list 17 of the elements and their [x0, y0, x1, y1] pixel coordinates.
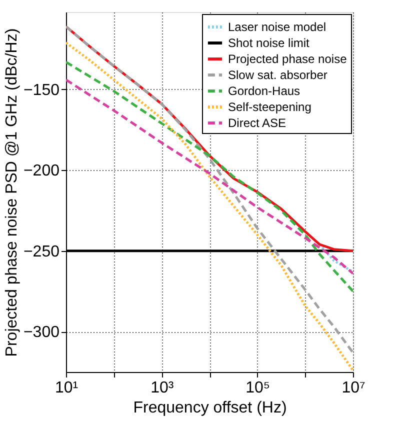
- x-tick-label: 10⁷: [342, 380, 366, 396]
- x-tick-label: 10³: [150, 380, 174, 396]
- legend-label: Direct ASE: [228, 116, 286, 130]
- x-axis-title: Frequency offset (Hz): [133, 400, 287, 416]
- legend-label: Projected phase noise: [228, 52, 348, 66]
- y-axis-title: Projected phase noise PSD @1 GHz (dBc/Hz): [3, 28, 20, 357]
- legend-label: Gordon-Haus: [228, 84, 300, 98]
- y-tick-label: −300: [23, 324, 60, 342]
- legend-label: Slow sat. absorber: [228, 68, 328, 82]
- legend-label: Self-steepening: [228, 100, 312, 114]
- legend-label: Laser noise model: [228, 20, 326, 34]
- y-tick-label: −250: [23, 243, 60, 260]
- x-tick-label: 10¹: [54, 380, 78, 396]
- legend-label: Shot noise limit: [228, 36, 310, 50]
- y-tick-label: −200: [23, 162, 60, 180]
- y-tick-label: −150: [23, 82, 60, 99]
- x-tick-label: 10⁵: [246, 380, 270, 396]
